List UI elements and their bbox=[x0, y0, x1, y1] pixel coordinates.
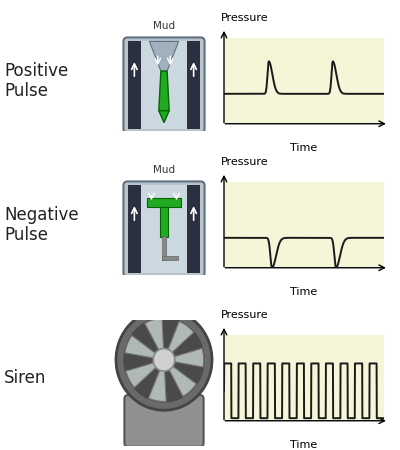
FancyBboxPatch shape bbox=[124, 37, 204, 132]
Bar bbox=[162, 236, 166, 260]
Wedge shape bbox=[164, 320, 194, 360]
Wedge shape bbox=[164, 321, 194, 360]
Text: Time: Time bbox=[290, 287, 318, 297]
Wedge shape bbox=[164, 360, 198, 397]
Text: Siren: Siren bbox=[4, 369, 46, 387]
Wedge shape bbox=[164, 360, 196, 396]
Wedge shape bbox=[164, 346, 205, 367]
Circle shape bbox=[153, 348, 175, 371]
Circle shape bbox=[153, 348, 175, 371]
Text: Mud: Mud bbox=[153, 21, 175, 31]
Polygon shape bbox=[159, 71, 169, 111]
Text: Time: Time bbox=[290, 143, 318, 153]
Bar bbox=[141, 185, 187, 273]
FancyBboxPatch shape bbox=[124, 181, 204, 276]
Wedge shape bbox=[145, 318, 164, 360]
Text: Time: Time bbox=[290, 440, 318, 450]
FancyBboxPatch shape bbox=[124, 395, 204, 447]
Polygon shape bbox=[159, 111, 169, 122]
Circle shape bbox=[116, 310, 212, 410]
Wedge shape bbox=[148, 360, 168, 403]
Wedge shape bbox=[164, 348, 204, 367]
Bar bbox=[128, 185, 141, 273]
Text: Pressure: Pressure bbox=[221, 13, 268, 23]
Wedge shape bbox=[125, 360, 164, 389]
Text: Mud: Mud bbox=[153, 165, 175, 175]
Text: Pressure: Pressure bbox=[221, 310, 268, 320]
Circle shape bbox=[123, 317, 205, 403]
Wedge shape bbox=[124, 335, 164, 360]
Text: Positive
Pulse: Positive Pulse bbox=[4, 62, 68, 100]
Wedge shape bbox=[126, 360, 164, 387]
Text: Negative
Pulse: Negative Pulse bbox=[4, 206, 79, 244]
Bar bbox=[160, 207, 168, 237]
Wedge shape bbox=[149, 360, 166, 401]
Wedge shape bbox=[125, 336, 164, 360]
Polygon shape bbox=[150, 41, 178, 71]
Text: Pressure: Pressure bbox=[221, 157, 268, 167]
Bar bbox=[187, 41, 200, 129]
Bar bbox=[147, 198, 181, 207]
Bar bbox=[128, 41, 141, 129]
Bar bbox=[187, 185, 200, 273]
Wedge shape bbox=[143, 317, 164, 360]
Bar bbox=[162, 256, 178, 260]
Bar bbox=[141, 41, 187, 129]
